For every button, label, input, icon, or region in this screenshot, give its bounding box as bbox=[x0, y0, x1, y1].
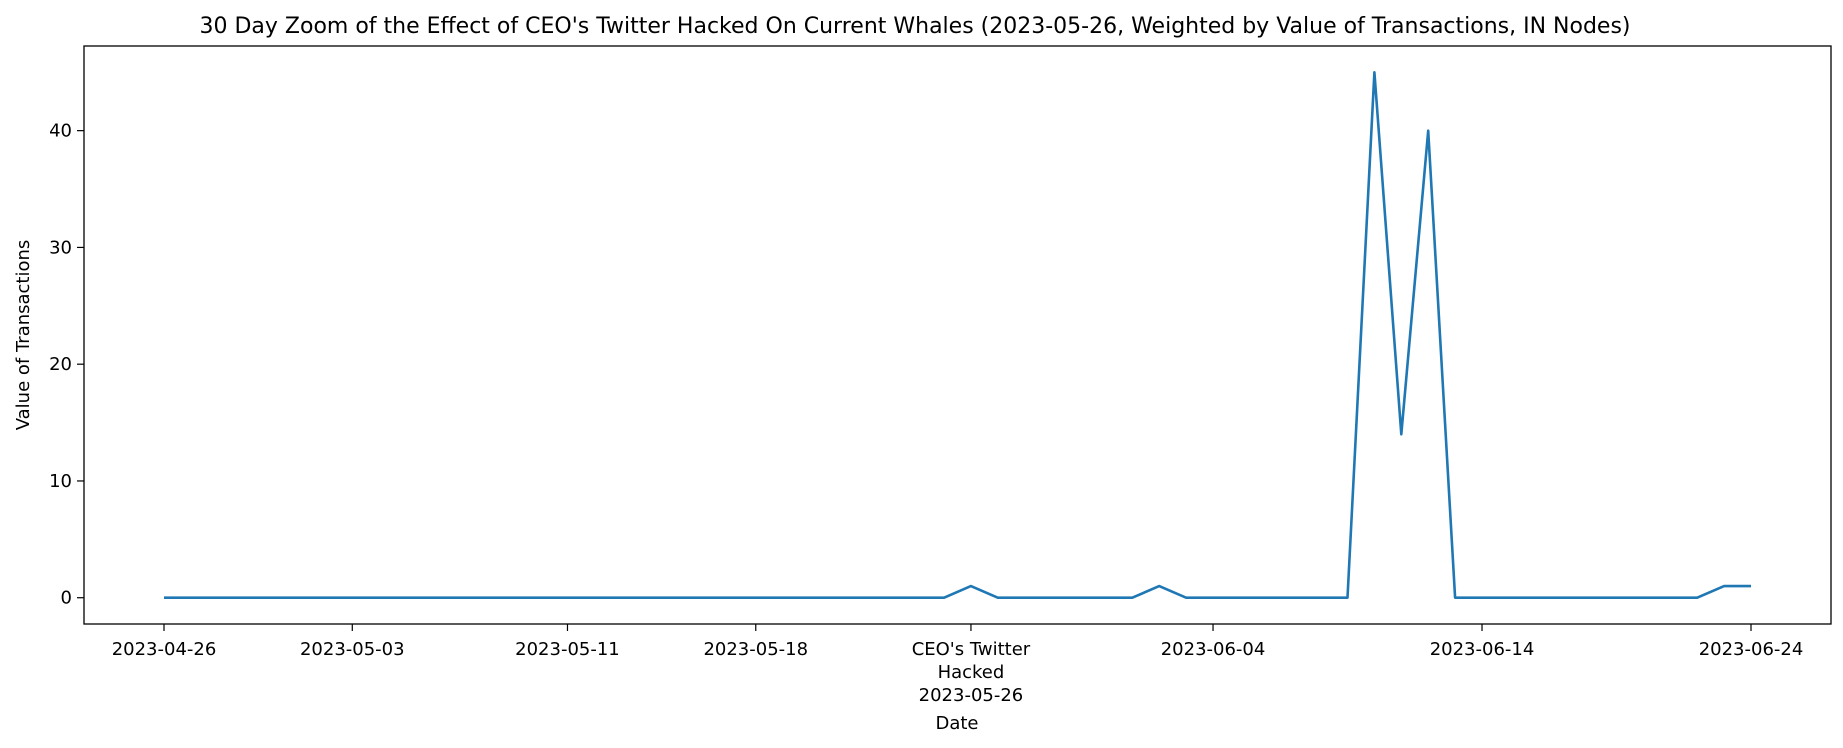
x-tick-label: 2023-05-11 bbox=[515, 639, 620, 660]
plot-area: 0 10 20 30 40 2023-04-26 2023-05-03 2023-05-11 2… bbox=[49, 71, 1804, 706]
x-tick-label: Hacked bbox=[938, 662, 1005, 683]
x-tick-label: 2023-06-04 bbox=[1161, 639, 1266, 660]
x-tick-label: 2023-05-03 bbox=[300, 639, 405, 660]
x-tick-label: 2023-06-24 bbox=[1699, 639, 1804, 660]
x-tick-label: 2023-05-18 bbox=[703, 639, 808, 660]
x-tick-label: 2023-04-26 bbox=[112, 639, 217, 660]
x-tick-label: 2023-05-26 bbox=[919, 685, 1024, 706]
chart-title: 30 Day Zoom of the Effect of CEO's Twitt… bbox=[199, 14, 1630, 39]
x-tick-label: CEO's Twitter bbox=[912, 639, 1031, 660]
series-line bbox=[164, 71, 1751, 600]
x-tick-label: 2023-06-14 bbox=[1430, 639, 1535, 660]
y-tick-label: 20 bbox=[49, 354, 72, 375]
x-axis-label: Date bbox=[935, 713, 978, 734]
y-tick-label: 0 bbox=[61, 588, 72, 609]
y-tick-label: 30 bbox=[49, 237, 72, 258]
y-tick-label: 10 bbox=[49, 471, 72, 492]
y-axis-label: Value of Transactions bbox=[13, 240, 34, 431]
y-tick-label: 40 bbox=[49, 121, 72, 142]
plot-frame bbox=[83, 45, 1832, 625]
